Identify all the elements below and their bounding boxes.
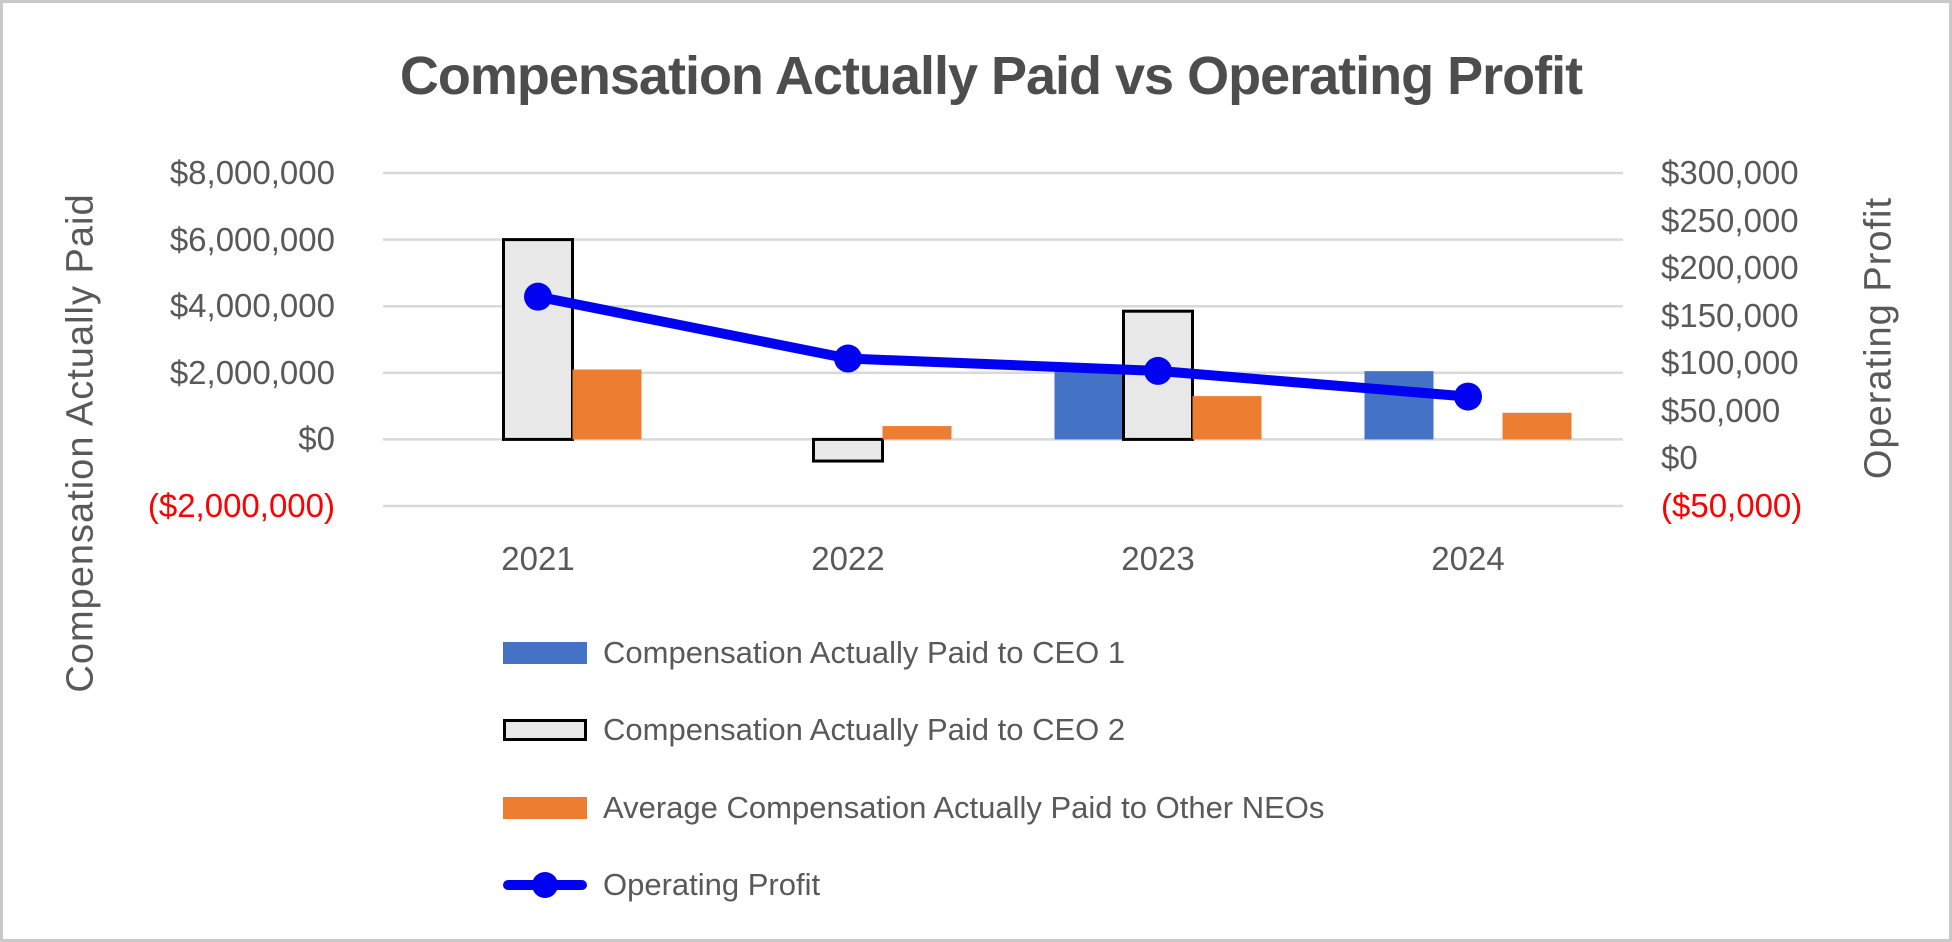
- bar-ceo1-2023: [1054, 364, 1124, 440]
- legend-label-operating-profit: Operating Profit: [603, 867, 821, 902]
- legend-item-ceo1: Compensation Actually Paid to CEO 1: [503, 633, 1125, 673]
- chart-title: Compensation Actually Paid vs Operating …: [399, 46, 1583, 106]
- bar-ceo2-2022: [812, 437, 884, 463]
- operating-profit-marker-2022: [834, 344, 862, 373]
- plot-area: [383, 171, 1623, 508]
- left-axis-tick-label: $4,000,000: [169, 287, 335, 325]
- operating-profit-marker-2024: [1454, 382, 1482, 411]
- left-axis-tick-label: ($2,000,000): [147, 487, 335, 524]
- right-axis-tick-label: $0: [1661, 439, 1698, 477]
- bar-neo-2021: [572, 369, 642, 440]
- bar-ceo1-2024: [1364, 371, 1434, 440]
- left-axis-tick-label: $0: [298, 420, 335, 458]
- bar-neo-2022: [882, 426, 952, 440]
- operating-profit-marker-2021: [524, 282, 552, 311]
- legend-label-ceo2: Compensation Actually Paid to CEO 2: [603, 712, 1126, 747]
- bar-ceo2-2021: [502, 238, 574, 441]
- right-axis-tick-label: $200,000: [1661, 249, 1799, 287]
- bar-neo-2024: [1502, 412, 1572, 440]
- right-axis-tick-label: ($50,000): [1661, 487, 1803, 524]
- right-axis-tick-label: $300,000: [1661, 154, 1799, 191]
- operating-profit-marker-2023: [1144, 356, 1172, 385]
- x-axis-category-label: 2024: [1431, 540, 1505, 577]
- ceo1-bar-swatch: [503, 642, 587, 664]
- right-axis-tick-label: $250,000: [1661, 201, 1799, 239]
- neo-bar-swatch: [503, 797, 587, 819]
- right-axis-tick-label: $150,000: [1661, 296, 1799, 334]
- legend-label-neos: Average Compensation Actually Paid to Ot…: [603, 790, 1325, 825]
- legend-label-ceo1: Compensation Actually Paid to CEO 1: [603, 635, 1126, 670]
- x-axis-category-label: 2021: [501, 540, 575, 577]
- right-axis-tick-label: $100,000: [1661, 344, 1799, 382]
- left-axis-tick-label: $6,000,000: [169, 220, 335, 258]
- legend-item-neos: Average Compensation Actually Paid to Ot…: [503, 788, 1324, 828]
- left-axis-tick-label: $2,000,000: [169, 353, 335, 391]
- ceo2-bar-swatch: [503, 719, 587, 741]
- left-axis-tick-label: $8,000,000: [169, 154, 335, 191]
- bar-neo-2023: [1192, 396, 1262, 440]
- line-swatch-marker-icon: [532, 872, 558, 898]
- x-axis-category-label: 2022: [811, 540, 885, 577]
- x-axis-category-label: 2023: [1121, 540, 1195, 577]
- operating-profit-line: [533, 291, 1473, 402]
- legend-item-ceo2: Compensation Actually Paid to CEO 2: [503, 710, 1125, 750]
- legend-item-operating-profit: Operating Profit: [503, 865, 820, 905]
- operating-profit-line-swatch: [503, 871, 587, 899]
- right-axis-tick-label: $50,000: [1661, 391, 1781, 429]
